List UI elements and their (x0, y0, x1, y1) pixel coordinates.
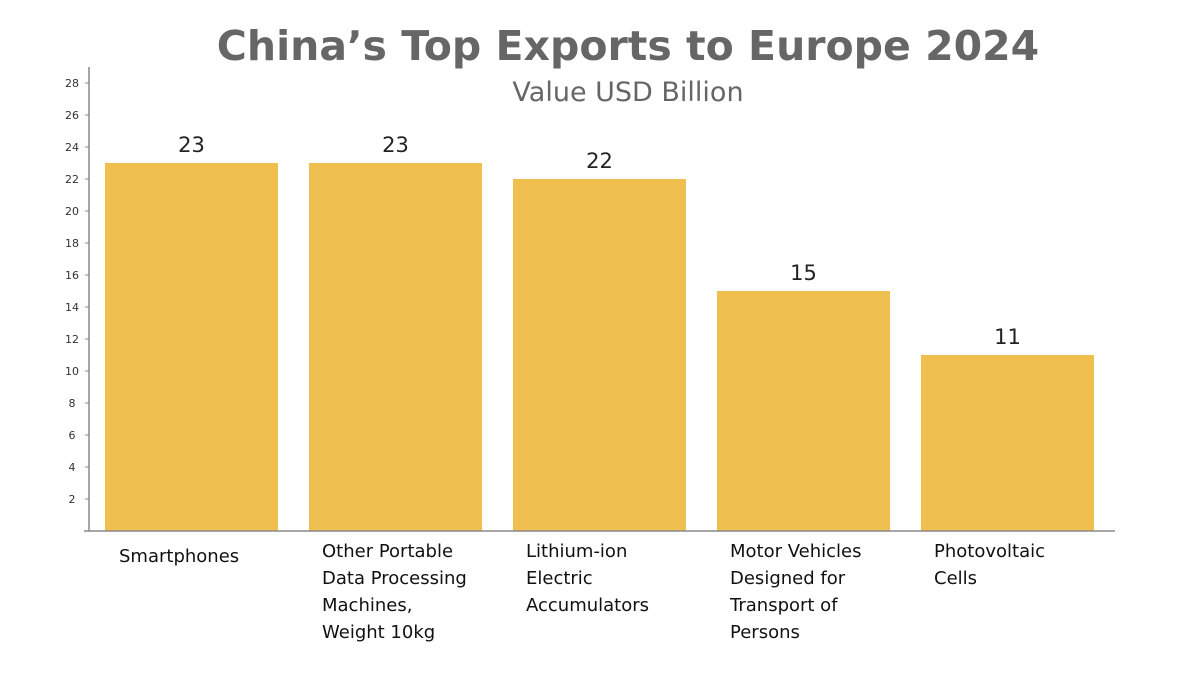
x-category-label-line: Photovoltaic (934, 541, 1045, 562)
y-tick-label: 20 (65, 205, 79, 218)
x-category-label: Photovoltaic Cells (934, 541, 1045, 589)
x-category-label-line: Accumulators (526, 595, 649, 616)
data-label: 23 (382, 133, 409, 157)
x-category-label: Other Portable Data Processing Machines, We… (322, 541, 467, 643)
plot-area: 24681012141618202224262823Smartphones23O… (65, 67, 1115, 643)
x-category-label: Motor Vehicles Designed for Transport of Pe… (729, 541, 861, 643)
bar (105, 163, 278, 531)
x-category-label-line: Cells (934, 568, 977, 589)
y-tick-label: 18 (65, 237, 79, 250)
x-category-label: Smartphones (119, 546, 239, 567)
x-category-label-line: Designed for (730, 568, 846, 589)
data-label: 22 (586, 149, 613, 173)
x-category-label-line: Electric (526, 568, 593, 589)
x-category-label-line: Weight 10kg (322, 622, 435, 643)
y-tick-label: 24 (65, 141, 79, 154)
bar (921, 355, 1094, 531)
y-tick-label: 28 (65, 77, 79, 90)
data-label: 15 (790, 261, 817, 285)
y-tick-label: 8 (69, 397, 76, 410)
y-tick-label: 22 (65, 173, 79, 186)
x-category-label-line: Machines, (322, 595, 412, 616)
y-tick-label: 2 (69, 493, 76, 506)
x-category-label-line: Transport of (729, 595, 838, 616)
data-label: 23 (178, 133, 205, 157)
y-tick-label: 16 (65, 269, 79, 282)
chart-subtitle: Value USD Billion (512, 77, 743, 108)
x-category-label-line: Smartphones (119, 546, 239, 567)
chart-title: China’s Top Exports to Europe 2024 (217, 22, 1039, 70)
y-tick-label: 14 (65, 301, 79, 314)
bar (513, 179, 686, 531)
x-category-label-line: Motor Vehicles (730, 541, 861, 562)
x-category-label-line: Persons (730, 622, 800, 643)
y-tick-label: 26 (65, 109, 79, 122)
data-label: 11 (994, 325, 1021, 349)
x-category-label-line: Lithium-ion (526, 541, 627, 562)
bar (309, 163, 482, 531)
y-tick-label: 6 (69, 429, 76, 442)
x-category-label-line: Data Processing (322, 568, 467, 589)
x-category-label-line: Other Portable (322, 541, 453, 562)
x-category-label: Lithium-ion Electric Accumulators (526, 541, 649, 616)
y-tick-label: 12 (65, 333, 79, 346)
y-tick-label: 10 (65, 365, 79, 378)
bar (717, 291, 890, 531)
y-tick-label: 4 (69, 461, 76, 474)
